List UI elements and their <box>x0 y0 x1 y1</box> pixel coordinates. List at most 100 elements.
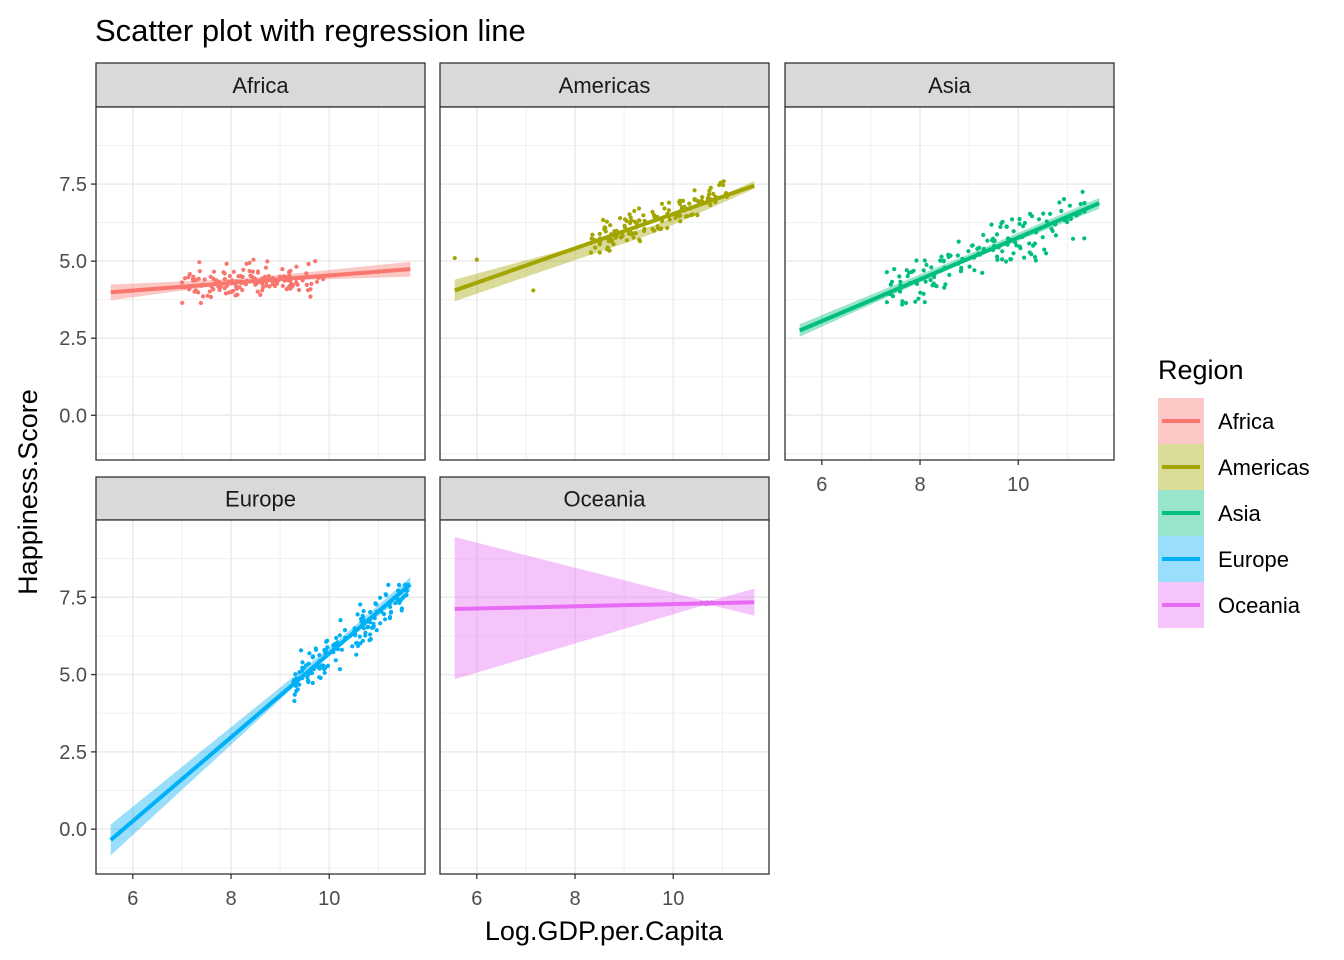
data-point <box>898 279 903 284</box>
x-tick-label: 6 <box>816 474 827 496</box>
data-point <box>705 195 711 200</box>
data-point <box>1022 220 1027 226</box>
data-point <box>307 651 312 656</box>
data-point <box>374 602 379 607</box>
data-point <box>666 208 672 213</box>
data-point <box>350 644 355 649</box>
data-point <box>314 279 320 284</box>
data-point <box>1027 250 1032 255</box>
data-point <box>292 692 297 697</box>
data-point <box>222 277 227 282</box>
data-point <box>998 224 1003 229</box>
data-point <box>692 188 697 193</box>
data-point <box>589 236 594 241</box>
legend-entry-americas: Americas <box>1158 444 1310 490</box>
data-point <box>679 205 685 210</box>
data-point <box>1070 236 1076 241</box>
y-tick-label: 7.5 <box>59 174 87 196</box>
data-point <box>985 238 990 243</box>
data-point <box>310 680 315 686</box>
data-point <box>628 221 633 226</box>
regression-line-americas <box>454 183 755 293</box>
data-point <box>317 664 322 669</box>
data-point <box>378 595 383 600</box>
data-point <box>296 287 302 293</box>
data-point <box>270 282 275 287</box>
data-point <box>611 242 616 247</box>
data-point <box>622 223 627 228</box>
data-point <box>306 261 311 267</box>
x-tick-label: 8 <box>569 888 580 910</box>
data-point <box>308 294 313 299</box>
data-point <box>717 182 722 188</box>
data-point <box>1004 224 1009 229</box>
data-point <box>381 612 387 617</box>
data-point <box>708 202 713 208</box>
data-point <box>187 287 192 292</box>
data-point <box>266 274 271 279</box>
data-point <box>1078 201 1083 207</box>
data-point <box>389 609 394 615</box>
data-point <box>386 582 391 588</box>
legend-entry-africa: Africa <box>1158 398 1275 444</box>
data-point <box>198 300 203 306</box>
data-point <box>1082 236 1087 241</box>
data-point <box>255 289 260 294</box>
data-point <box>678 219 683 224</box>
x-tick-label: 8 <box>914 474 925 496</box>
data-point <box>659 226 664 231</box>
data-point <box>211 269 217 274</box>
x-tick-label: 10 <box>662 888 684 910</box>
data-point <box>531 288 536 293</box>
data-point <box>995 254 1000 259</box>
data-point <box>399 606 404 611</box>
data-point <box>366 624 371 630</box>
data-point <box>217 287 222 292</box>
data-point <box>251 257 256 262</box>
x-tick-label: 8 <box>225 888 236 910</box>
data-point <box>387 614 393 620</box>
data-point <box>321 663 326 668</box>
data-point <box>337 633 342 638</box>
legend-label: Oceania <box>1218 593 1301 618</box>
data-point <box>608 223 613 228</box>
data-point <box>334 635 339 641</box>
data-point <box>906 270 912 275</box>
y-tick-label: 5.0 <box>59 251 87 273</box>
data-point <box>991 239 996 244</box>
data-point <box>627 212 632 217</box>
data-point <box>1067 203 1072 208</box>
panel-border <box>95 106 426 461</box>
data-point <box>294 280 299 285</box>
data-point <box>624 238 630 243</box>
data-point <box>1048 211 1053 216</box>
y-axis-title: Happiness.Score <box>13 389 43 595</box>
data-point <box>305 675 310 680</box>
data-point <box>995 257 1000 262</box>
data-point <box>900 302 905 307</box>
legend-label: Europe <box>1218 547 1289 572</box>
data-point <box>922 258 927 263</box>
data-point <box>396 582 402 588</box>
data-point <box>1009 257 1014 262</box>
data-point <box>253 282 258 287</box>
data-point <box>363 630 368 635</box>
data-point <box>923 279 928 284</box>
data-point <box>967 264 972 269</box>
data-point <box>1053 233 1058 238</box>
data-point <box>308 287 313 292</box>
data-point <box>938 258 943 263</box>
data-point <box>1044 251 1049 256</box>
data-point <box>989 222 994 227</box>
data-point <box>1011 251 1016 256</box>
data-point <box>357 634 362 639</box>
data-point <box>338 618 343 623</box>
facet-strip <box>95 62 426 108</box>
data-point <box>975 246 980 251</box>
data-point <box>313 646 318 651</box>
data-point <box>905 274 910 279</box>
data-point <box>693 198 699 203</box>
data-point <box>980 270 985 275</box>
data-point <box>1057 200 1062 205</box>
